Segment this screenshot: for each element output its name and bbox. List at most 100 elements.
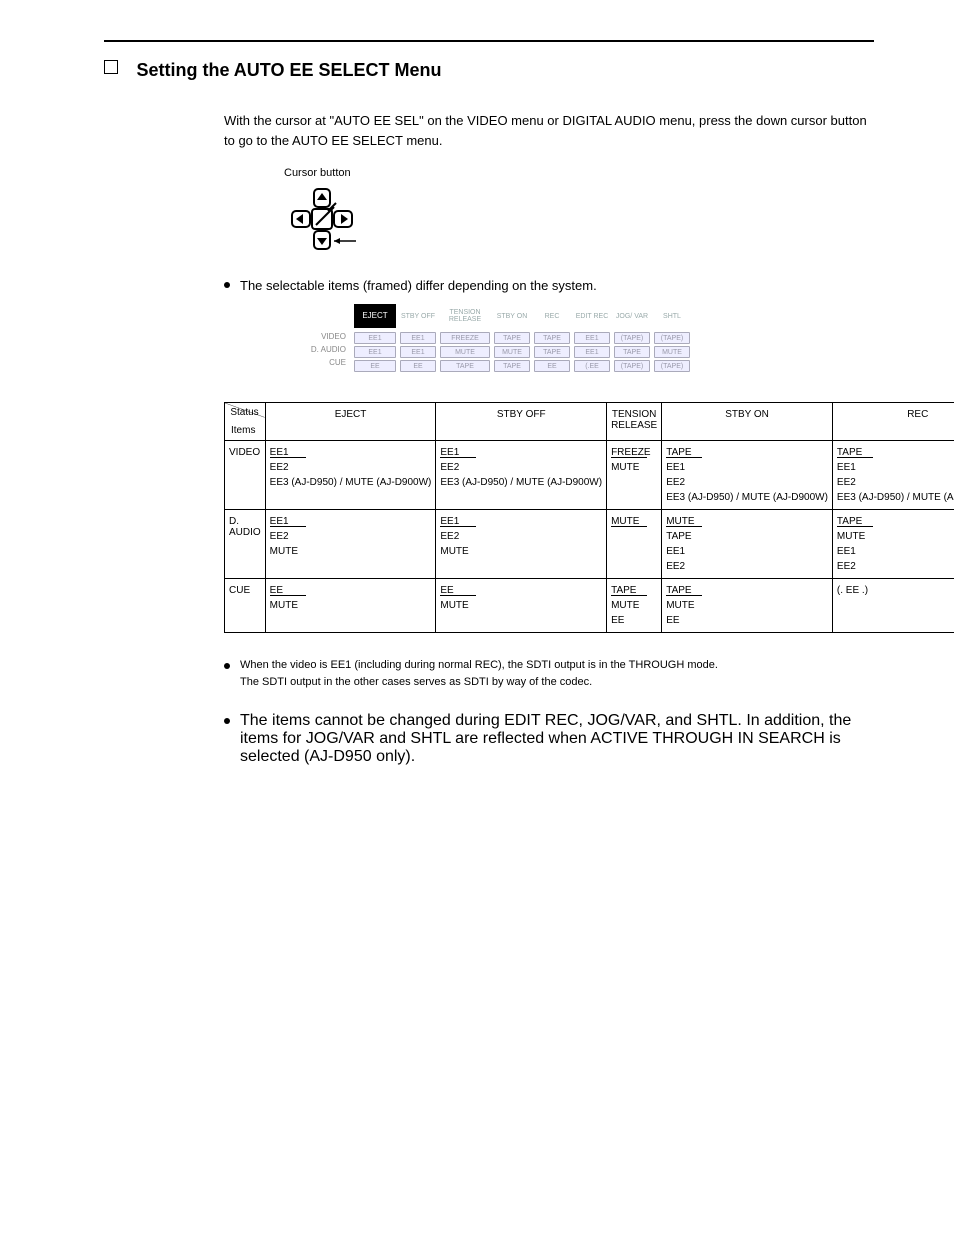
shot-hdr-7: SHTL [654,304,690,328]
corner-top: Status [230,407,258,418]
shot-rowlabel-0: VIDEO [304,332,350,345]
cursor-figure: Cursor button [284,167,874,260]
cell-item: EE [440,585,602,596]
cell-item: EE1 [440,516,602,527]
shot-cell: EE1 [354,332,396,344]
bullet-icon [224,718,230,724]
table-cell: TAPE EE1 EE2 EE3 (AJ-D950) / MUTE (AJ-D900W… [662,441,833,510]
screenshot-table: VIDEO D. AUDIO CUE EJECT STBY OFF TENSIO… [304,304,874,374]
shot-hdr-4: REC [534,304,570,328]
cell-item: MUTE [611,516,657,527]
cell-item: EE3 (AJ-D950) / MUTE (AJ-D900W) [666,492,828,503]
cell-item: TAPE [837,447,954,458]
cell-item: EE1 [666,462,828,473]
cell-item: TAPE [666,585,828,596]
cell-item: EE [270,585,432,596]
th-0: EJECT [265,403,436,441]
shot-cell: TAPE [534,332,570,344]
shot-cell: TAPE [494,332,530,344]
cell-item: TAPE [666,447,828,458]
cell-item: (. EE .) [837,585,954,596]
cell-item: EE [666,615,828,626]
table-corner: Status Items [225,403,266,441]
cell-item: MUTE [666,600,828,611]
shot-rowlabel-2: CUE [304,358,350,371]
cell-item: EE1 [270,516,432,527]
shot-cell: MUTE [494,346,530,358]
table-cell: TAPE EE1 EE2 EE3 (AJ-D950) / MUTE (AJ-D900W… [832,441,954,510]
table-cell: EE1EE2EE3 (AJ-D950) / MUTE (AJ-D900W) [265,441,436,510]
shot-cell: (TAPE) [614,332,650,344]
cell-item: EE1 [270,447,432,458]
cell-item: EE2 [270,531,432,542]
shot-cell: MUTE [440,346,490,358]
shot-rowlabel-1: D. AUDIO [304,345,350,358]
table-cell: (. EE .) [832,579,954,633]
shot-cell: (TAPE) [614,360,650,372]
table-cell: EE1 EE2 EE3 (AJ-D950) / MUTE (AJ-D900W) [436,441,607,510]
section-header: Setting the AUTO EE SELECT Menu [104,60,874,81]
cell-item: EE3 (AJ-D950) / MUTE (AJ-D900W) [440,477,602,488]
table-cell: MUTE [607,510,662,579]
cell-item: MUTE [270,546,432,557]
cell-item: EE1 [837,462,954,473]
cell-item: EE2 [440,462,602,473]
table-cell: MUTETAPEEE1EE2 [662,510,833,579]
table-cell: FREEZEMUTE [607,441,662,510]
table-row: VIDEO EE1 EE2 EE3 (AJ-D950) / MUTE (AJ-D900… [225,441,954,510]
th-4: REC [832,403,954,441]
cell-item: EE3 (AJ-D950) / MUTE (AJ-D900W) [837,492,954,503]
shot-hdr-0: EJECT [354,304,396,328]
shot-cell: EE [354,360,396,372]
table-cell: EE1 EE2 MUTE [265,510,436,579]
shot-hdr-6: JOG/ VAR [614,304,650,328]
cell-item: EE2 [837,477,954,488]
intro-path: "AUTO EE SEL" [329,113,423,128]
shot-cell: MUTE [654,346,690,358]
table-cell: EE1EE2MUTE [436,510,607,579]
cell-item: TAPE [666,531,828,542]
cell-item: EE1 [440,447,602,458]
shot-row: EEEETAPETAPEEE(.EE (TAPE)(TAPE) [354,360,690,372]
shot-cell: TAPE [440,360,490,372]
cell-item: MUTE [611,462,657,473]
table-cell: TAPE MUTE EE [607,579,662,633]
shot-cell: TAPE [614,346,650,358]
shot-cell: EE1 [400,346,436,358]
cell-item: EE2 [270,462,432,473]
cell-item: MUTE [837,531,954,542]
shot-hdr-1: STBY OFF [400,304,436,328]
row-label: D. AUDIO [225,510,266,579]
shot-row: EE1EE1FREEZETAPETAPEEE1(TAPE)(TAPE) [354,332,690,344]
cell-item: EE1 [666,546,828,557]
cursor-label: Cursor button [284,167,874,179]
table-row: D. AUDIO EE1 EE2 MUTE EE1 EE2 MUTE MUTE MUTE TAPE… [225,510,954,579]
cell-item: EE2 [666,477,828,488]
section-checkbox [104,60,118,74]
shot-cell: (.EE [574,360,610,372]
table-cell: EE MUTE [436,579,607,633]
cell-item: EE [611,615,657,626]
cell-item: TAPE [611,585,657,596]
cell-item: EE1 [837,546,954,557]
cell-item: MUTE [666,516,828,527]
shot-cell: TAPE [494,360,530,372]
table-cell: EE MUTE [265,579,436,633]
shot-cell: (TAPE) [654,360,690,372]
cell-item: MUTE [611,600,657,611]
top-rule [104,40,874,42]
note-2: The items cannot be changed during EDIT … [224,712,874,766]
cell-item: MUTE [270,600,432,611]
bullet-icon [224,663,230,669]
cell-item: EE2 [440,531,602,542]
row-label: VIDEO [225,441,266,510]
dpad-icon [284,183,374,260]
corner-bottom: Items [231,425,255,436]
th-1: STBY OFF [436,403,607,441]
shot-hdr-2: TENSION RELEASE [440,304,490,328]
shot-cell: EE [400,360,436,372]
table-cell: TAPEMUTEEE1EE2 [832,510,954,579]
cell-item: EE2 [837,561,954,572]
shot-cell: EE1 [574,332,610,344]
cell-item: MUTE [440,600,602,611]
